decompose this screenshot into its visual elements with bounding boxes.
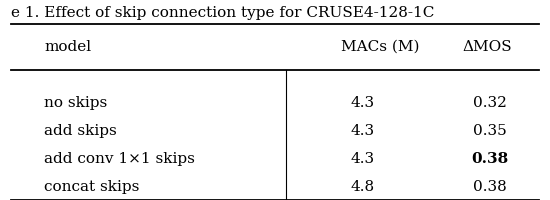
Text: 4.3: 4.3 [351, 96, 375, 110]
Text: MACs (M): MACs (M) [341, 40, 420, 54]
Text: no skips: no skips [44, 96, 107, 110]
Text: 0.35: 0.35 [472, 124, 507, 138]
Text: add conv 1×1 skips: add conv 1×1 skips [44, 152, 195, 166]
Text: concat skips: concat skips [44, 180, 139, 194]
Text: 0.32: 0.32 [472, 96, 507, 110]
Text: 4.3: 4.3 [351, 124, 375, 138]
Text: 4.8: 4.8 [351, 180, 375, 194]
Text: add skips: add skips [44, 124, 117, 138]
Text: e 1. Effect of skip connection type for CRUSE4-128-1C: e 1. Effect of skip connection type for … [11, 6, 434, 20]
Text: model: model [44, 40, 91, 54]
Text: 0.38: 0.38 [472, 180, 507, 194]
Text: ΔMOS: ΔMOS [462, 40, 512, 54]
Text: 0.38: 0.38 [471, 152, 508, 166]
Text: 4.3: 4.3 [351, 152, 375, 166]
